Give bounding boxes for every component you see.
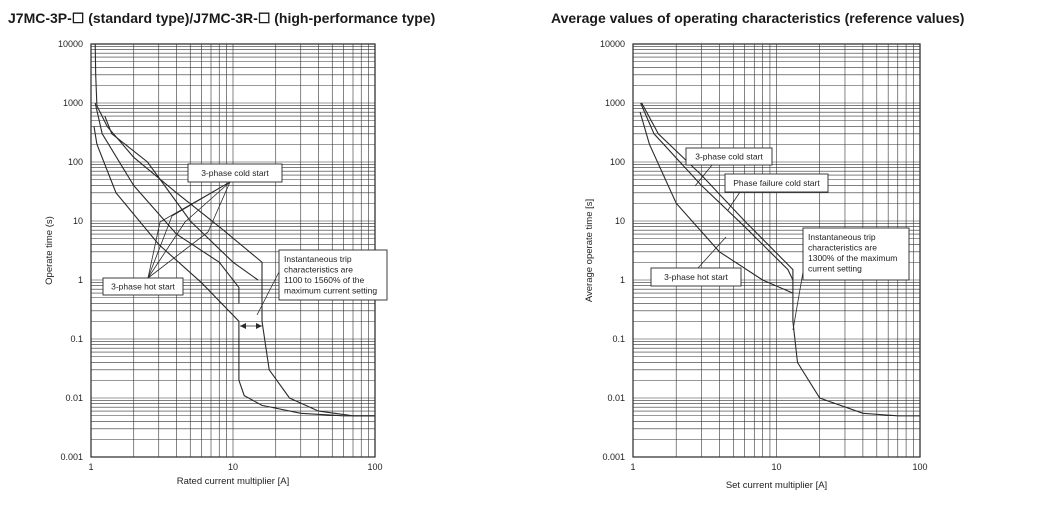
- right-chart-title: Average values of operating characterist…: [551, 10, 965, 26]
- chart-right: 10000 1000 100 10 1 0.1 0.01 0.001 1 10 100 Set cur…: [584, 39, 928, 491]
- y-tick-label: 0.1: [612, 334, 625, 344]
- callout-leader: [147, 221, 161, 279]
- x-tick-label: 100: [912, 462, 927, 472]
- callout-leader: [694, 164, 713, 187]
- callout-box: [650, 267, 742, 287]
- range-arrowhead-left: [240, 323, 246, 329]
- trip-curve-4: [94, 43, 375, 417]
- callout-box: [278, 249, 388, 301]
- callout-text-line: Instantaneous trip: [808, 232, 876, 242]
- y-tick-label: 0.1: [70, 334, 83, 344]
- callout-leader: [184, 181, 231, 223]
- y-tick-label: 1000: [63, 98, 83, 108]
- callout-box: [724, 173, 829, 193]
- y-axis-label: Operate time (s): [44, 216, 55, 285]
- callout-leader: [697, 236, 727, 269]
- y-tick-label: 0.01: [607, 393, 625, 403]
- x-tick-label: 1: [630, 462, 635, 472]
- x-tick-label: 100: [367, 462, 382, 472]
- trip-curve-2: [94, 102, 240, 304]
- trip-curve-3: [104, 115, 259, 281]
- callout-text-line: characteristics are: [808, 243, 877, 253]
- callout-leader: [727, 191, 741, 211]
- callout-box: [802, 227, 910, 281]
- callout-leader: [147, 215, 173, 279]
- x-tick-label: 1: [88, 462, 93, 472]
- callout-text: 3-phase cold start: [201, 168, 269, 178]
- callout-text-line: Instantaneous trip: [284, 254, 352, 264]
- callout-leader: [207, 181, 231, 233]
- callout-box: [685, 147, 773, 166]
- range-arrowhead-right: [256, 323, 262, 329]
- callout-text-line: 1300% of the maximum: [808, 253, 897, 263]
- callout-text: 3-phase hot start: [111, 282, 175, 292]
- callout-text-line: maximum current setting: [284, 286, 377, 296]
- callout-box: [187, 163, 283, 183]
- callout-leader: [147, 231, 209, 279]
- y-tick-label: 0.001: [602, 452, 625, 462]
- y-tick-label: 100: [68, 157, 83, 167]
- y-axis-label: Average operate time [s]: [584, 199, 595, 302]
- y-tick-label: 10000: [58, 39, 83, 49]
- callout-text-line: current setting: [808, 264, 862, 274]
- y-tick-label: 0.01: [65, 393, 83, 403]
- callout-leader: [256, 271, 280, 316]
- y-tick-label: 10: [615, 216, 625, 226]
- y-tick-label: 10000: [600, 39, 625, 49]
- x-axis-label: Rated current multiplier [A]: [177, 476, 289, 487]
- left-chart-title: J7MC-3P-☐ (standard type)/J7MC-3R-☐ (hig…: [8, 10, 436, 26]
- x-tick-label: 10: [771, 462, 781, 472]
- callout-leader: [147, 221, 186, 279]
- y-tick-label: 1000: [605, 98, 625, 108]
- callout-text-line: characteristics are: [284, 265, 353, 275]
- callout-leader: [171, 181, 231, 217]
- trip-curve-1: [93, 126, 375, 417]
- y-tick-label: 0.001: [60, 452, 83, 462]
- y-tick-label: 10: [73, 216, 83, 226]
- callout-text: Phase failure cold start: [733, 178, 820, 188]
- y-tick-label: 100: [610, 157, 625, 167]
- trip-curve-2: [640, 102, 794, 281]
- callout-text: 3-phase cold start: [695, 152, 763, 162]
- callout-text: 3-phase hot start: [664, 272, 728, 282]
- chart-left: 10000 1000 100 10 1 0.1 0.01 0.001 1 10 100 Rated c…: [44, 39, 388, 487]
- callout-leader: [792, 271, 804, 331]
- trip-curve-1: [639, 111, 794, 294]
- x-axis-label: Set current multiplier [A]: [726, 480, 827, 491]
- y-tick-label: 1: [78, 275, 83, 285]
- y-tick-label: 1: [620, 275, 625, 285]
- callout-box: [102, 277, 184, 296]
- x-tick-label: 10: [228, 462, 238, 472]
- callout-text-line: 1100 to 1560% of the: [284, 275, 364, 285]
